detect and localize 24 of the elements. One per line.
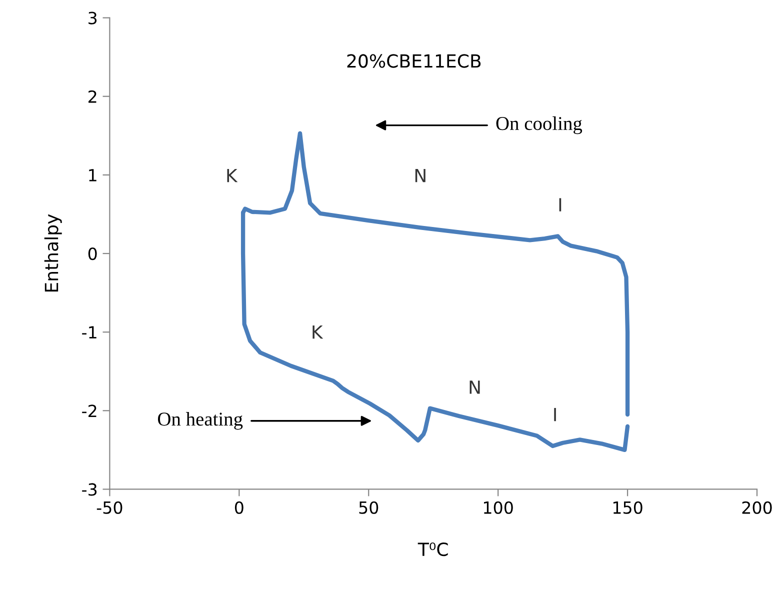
annotation: N [470,380,480,394]
x-tick-label: -50 [96,501,122,514]
annotation: I [554,408,556,422]
y-tick-label: 2 [88,90,96,103]
x-tick-label: 100 [484,501,513,514]
annotation: K [227,168,238,182]
annotation: K [312,325,324,339]
x-axis-title: T⁰C [418,542,448,556]
annotation: I [559,198,562,212]
x-tick-label: 0 [234,501,244,514]
y-tick-label: 3 [88,12,97,24]
y-tick-label: -3 [82,483,97,496]
y-axis-title: Enthalpy [44,214,62,292]
annotation: On cooling [496,116,582,134]
y-tick-label: 0 [88,247,97,260]
x-tick-label: 200 [742,501,772,514]
text: 20%CBE11ECB [347,54,481,68]
y-tick-label: 1 [89,169,96,182]
y-tick-label: -2 [82,404,96,417]
annotation: On heating [158,412,243,430]
x-tick-label: 50 [359,501,378,514]
y-tick-label: -1 [82,326,96,338]
annotation: N [415,168,426,182]
x-tick-label: 150 [613,501,642,514]
